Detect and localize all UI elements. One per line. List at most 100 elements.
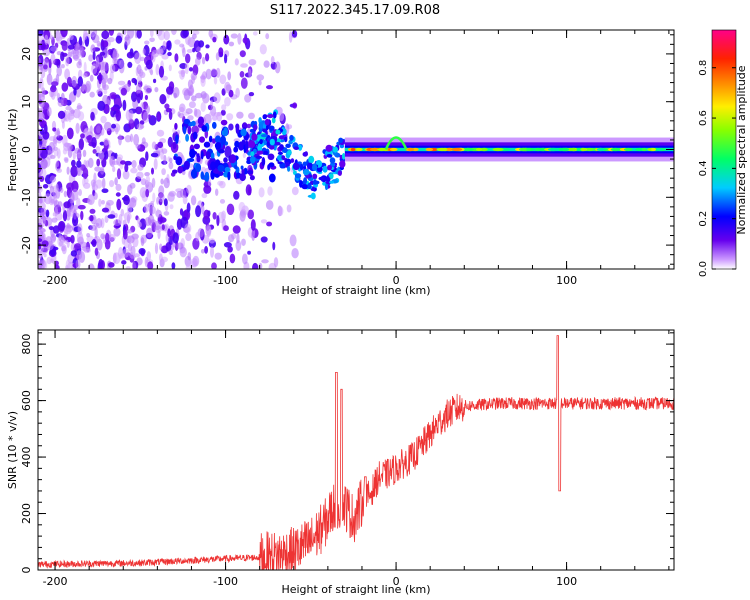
spectrogram-noise-speck [100,115,107,124]
spectrogram-signal-blob [339,144,345,149]
spectrogram-noise-speck [55,160,60,168]
spectrogram-noise-speck [38,225,41,230]
spectrogram-noise-speck [159,253,163,263]
spectrogram-noise-speck [70,109,75,114]
spectrogram-noise-speck [51,235,57,241]
spectrogram-signal-blob [250,155,256,164]
spectrogram-noise-speck [44,34,49,45]
spectrogram-noise-speck [103,138,109,146]
spectrogram-signal-blob [248,140,256,149]
spectrogram-noise-speck [169,157,173,163]
spectrogram-noise-speck [51,81,59,87]
spectrogram-noise-speck [145,151,149,162]
spectrogram-signal-blob [312,163,318,171]
spectrogram-noise-speck [108,234,116,241]
spectrogram-noise-speck [48,226,54,231]
spectrogram-noise-speck [247,250,252,255]
spectrogram-signal-blob [175,134,179,144]
spectrogram-noise-speck [62,148,68,155]
spectrogram-noise-speck [127,229,133,234]
spectrogram-noise-speck [260,236,268,243]
spectrogram-noise-speck [89,215,94,222]
spectrogram-noise-speck [157,46,164,56]
spectrogram-noise-speck [58,233,62,242]
spectrogram-noise-speck [156,208,160,218]
spectrogram-noise-speck [89,74,94,82]
spectrogram-noise-speck [227,246,233,253]
spectrogram-signal-blob [277,161,283,165]
spectrogram-noise-speck [234,58,239,66]
colorbar-tick-label: 0.2 [698,211,709,227]
spectrogram-y-tick-label: 20 [20,47,33,61]
spectrogram-noise-speck [189,84,194,96]
spectrogram-noise-speck [292,102,298,109]
spectrogram-noise-speck [191,260,197,268]
spectrogram-signal-blob [278,135,285,140]
spectrogram-signal-blob [337,170,342,176]
spectrogram-noise-speck [289,234,297,247]
spectrogram-noise-speck [179,106,185,113]
spectrogram-noise-speck [43,245,49,254]
spectrogram-signal-blob [324,183,329,190]
spectrogram-noise-speck [50,53,56,65]
spectrogram-noise-speck [221,210,227,221]
spectrogram-noise-speck [118,134,122,146]
spectrogram-signal-blob [255,155,263,159]
carrier-hotspot [354,147,363,152]
spectrogram-noise-speck [140,237,145,247]
spectrogram-noise-speck [192,33,197,40]
spectrogram-signal-blob [341,153,346,160]
spectrogram-noise-speck [50,46,58,52]
spectrogram-noise-speck [62,210,68,222]
spectrogram-noise-speck [109,63,116,74]
spectrogram-noise-speck [137,217,141,224]
spectrogram-signal-blob [303,177,307,185]
spectrogram-noise-speck [57,110,66,119]
spectrogram-noise-speck [121,260,127,265]
spectrogram-noise-speck [158,192,165,203]
spectrogram-noise-speck [122,99,127,111]
spectrogram-noise-speck [66,222,70,228]
spectrogram-noise-speck [155,63,160,76]
spectrogram-signal-blob [325,144,333,152]
carrier-hotspot [547,147,560,152]
spectrogram-signal-blob [339,160,346,168]
spectrogram-signal-blob [217,164,225,172]
spectrogram-noise-speck [72,151,76,160]
spectrogram-noise-speck [145,59,153,70]
spectrogram-noise-speck [247,209,254,220]
spectrogram-noise-speck [135,83,142,94]
spectrogram-noise-speck [96,158,101,167]
spectrogram-noise-speck [129,182,136,189]
spectrogram-noise-speck [232,225,241,234]
spectrogram-noise-speck [54,264,60,269]
spectrogram-noise-speck [259,44,267,55]
spectrogram-noise-speck [116,198,122,211]
spectrogram-noise-speck [133,253,141,258]
spectrogram-noise-speck [150,200,154,206]
spectrogram-signal-blob [239,173,246,182]
spectrogram-noise-speck [266,85,273,90]
spectrogram-noise-speck [46,256,52,265]
spectrogram-noise-speck [286,204,292,213]
spectrogram-noise-speck [153,158,158,170]
spectrogram-noise-speck [112,252,117,264]
spectrogram-noise-speck [40,158,48,169]
spectrogram-noise-speck [76,165,83,176]
spectrogram-signal-blob [318,176,325,181]
spectrogram-signal-blob [261,157,266,167]
spectrogram-noise-speck [64,226,68,238]
spectrogram-noise-speck [211,115,218,121]
spectrogram-x-tick-label: -100 [213,274,238,287]
spectrogram-noise-speck [71,49,77,55]
spectrogram-noise-speck [70,250,78,257]
spectrogram-noise-speck [97,150,105,161]
spectrogram-noise-speck [224,81,231,94]
spectrogram-noise-speck [168,249,173,256]
spectrogram-noise-speck [266,221,273,227]
spectrogram-noise-speck [203,113,212,125]
spectrogram-signal-blob [307,182,312,190]
spectrogram-noise-speck [83,30,88,41]
spectrogram-noise-speck [53,200,60,209]
spectrogram-noise-speck [144,172,150,177]
